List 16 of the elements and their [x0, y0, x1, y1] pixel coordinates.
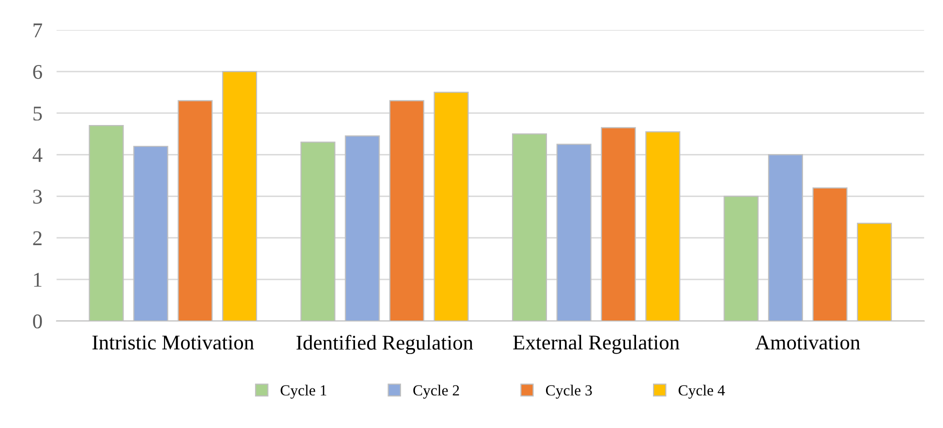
legend-label: Cycle 2 — [413, 384, 459, 399]
y-tick-label: 2 — [33, 231, 42, 246]
x-tick-label: Identified Regulation — [296, 334, 474, 354]
y-tick-label: 1 — [34, 272, 42, 287]
legend-label: Cycle 4 — [678, 384, 725, 399]
x-tick-label: External Regulation — [513, 334, 680, 354]
legend-label: Cycle 1 — [280, 384, 326, 399]
y-tick-label: 0 — [33, 314, 42, 328]
y-tick-label: 4 — [32, 148, 42, 162]
y-tick-label: 6 — [33, 64, 42, 79]
y-tick-label: 7 — [34, 24, 42, 38]
y-tick-label: 5 — [33, 106, 42, 121]
y-tick-label: 3 — [33, 190, 42, 204]
x-tick-label: Amotivation — [755, 336, 860, 350]
legend-label: Cycle 3 — [546, 384, 592, 399]
x-tick-label: Intristic Motivation — [92, 336, 254, 350]
